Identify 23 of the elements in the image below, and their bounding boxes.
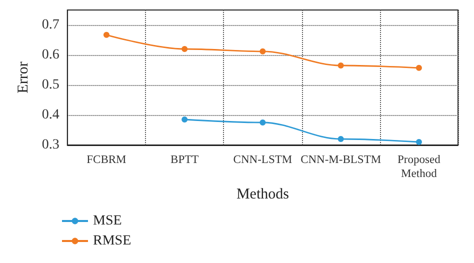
x-axis-title: Methods: [236, 186, 290, 202]
point: [103, 32, 110, 38]
point: [260, 48, 266, 54]
y-tick-label: 0.3: [42, 138, 60, 152]
x-tick-label: BPTT: [170, 154, 199, 166]
legend-label: RMSE: [93, 234, 132, 248]
point: [416, 139, 422, 145]
point: [182, 46, 188, 52]
point: [260, 120, 266, 126]
y-tick-label: 0.5: [42, 78, 60, 92]
x-tick-label: CNN-M-BLSTM: [300, 154, 382, 166]
y-axis-title: Error: [16, 62, 32, 94]
x-tick-label: CNN-LSTM: [233, 154, 292, 166]
point: [416, 64, 422, 71]
y-tick-label: 0.6: [42, 48, 60, 62]
point: [182, 116, 188, 122]
y-tick-label: 0.7: [42, 18, 60, 32]
x-tick-label: Proposed Method: [398, 154, 441, 180]
y-tick-label: 0.4: [42, 108, 60, 122]
point: [338, 136, 344, 142]
point: [338, 62, 344, 68]
x-tick-label: FCBRM: [86, 154, 126, 166]
legend-label: MSE: [93, 214, 122, 228]
